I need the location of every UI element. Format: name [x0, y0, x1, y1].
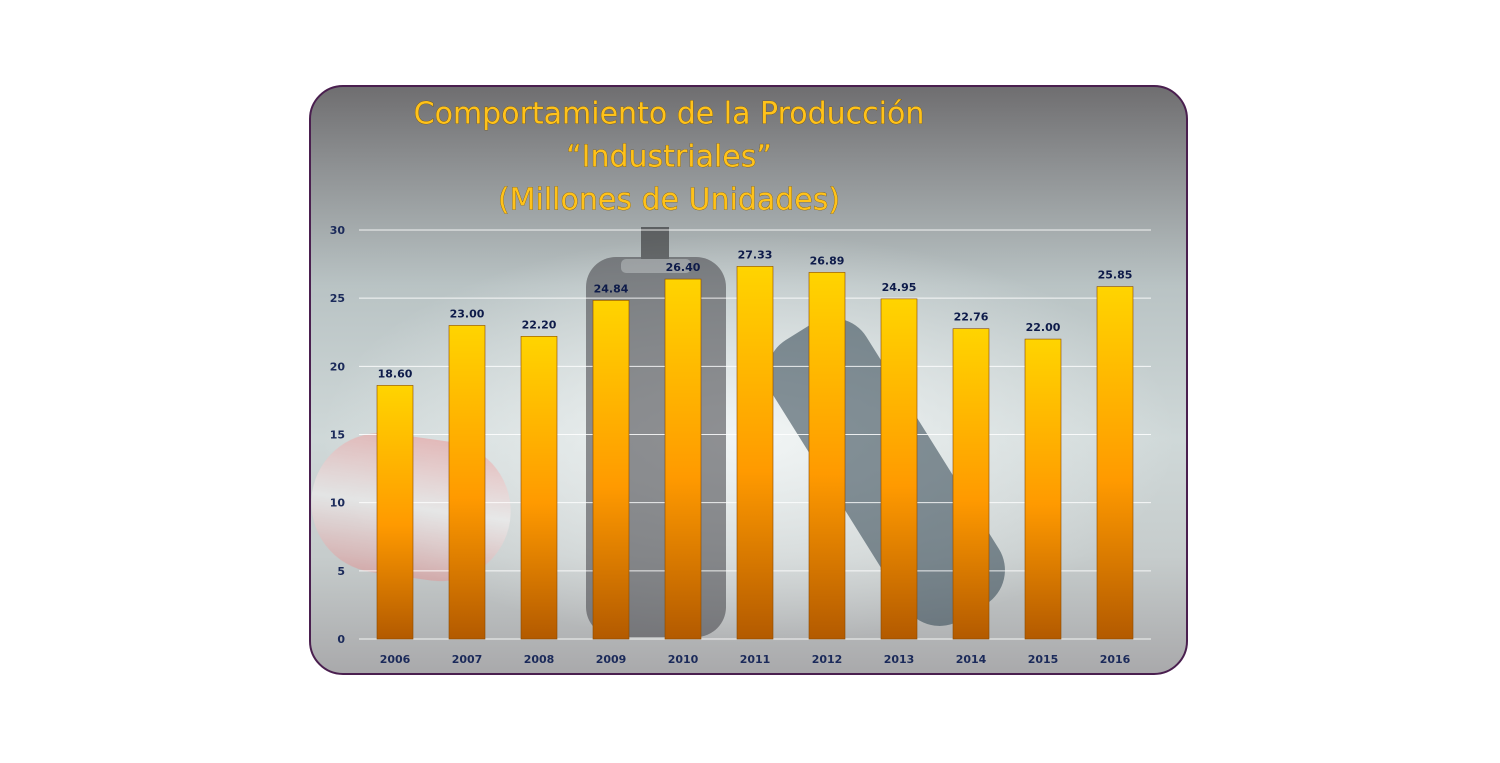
- x-tick-label-2009: 2009: [596, 653, 627, 666]
- x-tick-label-2016: 2016: [1100, 653, 1131, 666]
- y-tick-label-10: 10: [330, 497, 346, 510]
- data-label-2016: 25.85: [1098, 269, 1133, 282]
- y-tick-label-0: 0: [337, 633, 345, 646]
- x-axis-ticks: 2006 2007 2008 2009 2010 2011 2012 2013 2014 2015…: [380, 653, 1131, 666]
- x-tick-label-2014: 2014: [956, 653, 987, 666]
- y-tick-label-30: 30: [330, 224, 346, 237]
- x-tick-label-2013: 2013: [884, 653, 915, 666]
- data-label-2013: 24.95: [882, 281, 917, 294]
- x-tick-label-2012: 2012: [812, 653, 843, 666]
- x-tick-label-2011: 2011: [740, 653, 771, 666]
- data-label-2012: 26.89: [810, 254, 845, 267]
- y-tick-label-25: 25: [330, 292, 345, 305]
- bar-2009: [592, 300, 630, 640]
- x-tick-label-2015: 2015: [1028, 653, 1059, 666]
- bar-2011: [736, 266, 774, 640]
- title-line-3: (Millones de Unidades): [498, 183, 840, 218]
- data-label-2015: 22.00: [1026, 321, 1061, 334]
- bar-2007: [448, 325, 486, 640]
- bar-2012: [808, 272, 846, 640]
- y-tick-label-5: 5: [337, 565, 345, 578]
- bars: [376, 266, 1134, 640]
- x-tick-label-2007: 2007: [452, 653, 483, 666]
- title-line-2: “Industriales”: [566, 140, 772, 175]
- bar-2006: [376, 385, 414, 640]
- data-labels: 18.60 23.00 22.20 24.84 26.40 27.33 26.89 24.95…: [378, 248, 1133, 380]
- data-label-2008: 22.20: [522, 318, 557, 331]
- bar-chart: Comportamiento de la Producción “Industri…: [311, 96, 1151, 666]
- data-label-2006: 18.60: [378, 367, 413, 380]
- data-label-2009: 24.84: [594, 282, 629, 295]
- data-label-2010: 26.40: [666, 261, 701, 274]
- data-label-2007: 23.00: [450, 307, 485, 320]
- title-line-1: Comportamiento de la Producción: [414, 97, 925, 132]
- y-axis-ticks: 0 5 10 15 20 25 30: [330, 224, 346, 646]
- bar-2016: [1096, 286, 1134, 640]
- data-label-2014: 22.76: [954, 311, 989, 324]
- bar-2008: [520, 336, 558, 640]
- data-label-2011: 27.33: [738, 248, 773, 261]
- chart-title: Comportamiento de la Producción “Industri…: [413, 96, 925, 218]
- chart-card: Comportamiento de la Producción “Industri…: [309, 85, 1188, 675]
- y-tick-label-15: 15: [330, 429, 345, 442]
- x-tick-label-2010: 2010: [668, 653, 699, 666]
- bar-2010: [664, 278, 702, 640]
- x-tick-label-2008: 2008: [524, 653, 555, 666]
- bar-2013: [880, 298, 918, 640]
- bar-2015: [1024, 338, 1062, 640]
- x-tick-label-2006: 2006: [380, 653, 411, 666]
- y-tick-label-20: 20: [330, 360, 346, 373]
- bar-2014: [952, 328, 990, 640]
